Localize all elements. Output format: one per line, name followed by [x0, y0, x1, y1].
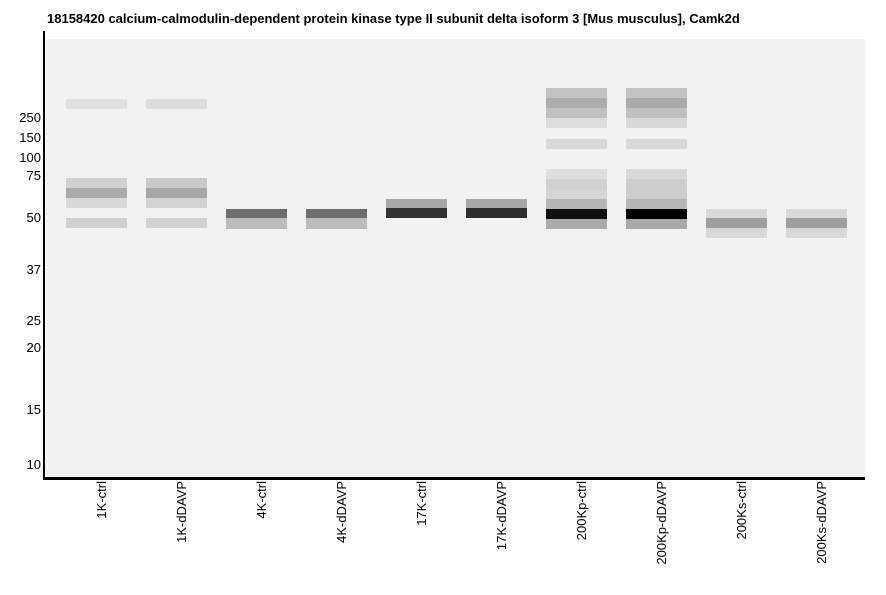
band	[546, 88, 607, 98]
band	[786, 228, 847, 238]
band	[66, 218, 127, 228]
band	[626, 169, 687, 179]
mw-label-25: 25	[26, 313, 41, 328]
lane-label-17K-ctrl: 17K-ctrl	[413, 481, 429, 526]
band	[66, 178, 127, 188]
lane-label-4K-ctrl: 4K-ctrl	[253, 481, 269, 519]
band	[626, 88, 687, 98]
band	[386, 199, 447, 208]
band	[706, 218, 767, 228]
band	[546, 219, 607, 229]
lane-label-17K-dDAVP: 17K-dDAVP	[493, 481, 509, 551]
lane-label-1K-dDAVP: 1K-dDAVP	[173, 481, 189, 543]
plot-area	[46, 39, 865, 477]
band	[226, 218, 287, 229]
band	[546, 98, 607, 108]
band	[546, 169, 607, 179]
band	[466, 199, 527, 208]
band	[546, 199, 607, 209]
lane-label-200Ks-ctrl: 200Ks-ctrl	[733, 481, 749, 540]
band	[66, 99, 127, 109]
band	[626, 199, 687, 209]
band	[546, 118, 607, 128]
band	[706, 228, 767, 238]
mw-label-10: 10	[26, 457, 41, 472]
band	[66, 198, 127, 208]
band	[626, 98, 687, 108]
mw-label-37: 37	[26, 262, 41, 277]
band	[626, 118, 687, 128]
band	[706, 209, 767, 218]
band	[626, 219, 687, 229]
x-axis-line	[43, 477, 865, 480]
lane-label-200Kp-dDAVP: 200Kp-dDAVP	[653, 481, 669, 565]
chart-title: 18158420 calcium-calmodulin-dependent pr…	[47, 11, 740, 26]
band	[306, 209, 367, 218]
band	[546, 139, 607, 149]
lane-label-4K-dDAVP: 4K-dDAVP	[333, 481, 349, 543]
band	[626, 179, 687, 189]
band	[546, 189, 607, 199]
band	[626, 209, 687, 219]
band	[306, 218, 367, 229]
mw-label-50: 50	[26, 210, 41, 225]
band	[146, 188, 207, 198]
band	[546, 209, 607, 219]
band	[146, 99, 207, 109]
band	[626, 108, 687, 118]
band	[66, 188, 127, 198]
mw-label-250: 250	[19, 110, 41, 125]
lane-label-1K-ctrl: 1K-ctrl	[93, 481, 109, 519]
lane-label-200Kp-ctrl: 200Kp-ctrl	[573, 481, 589, 541]
band	[226, 209, 287, 218]
mw-label-100: 100	[19, 150, 41, 165]
band	[786, 218, 847, 228]
lane-label-200Ks-dDAVP: 200Ks-dDAVP	[813, 481, 829, 564]
band	[626, 189, 687, 199]
band	[146, 198, 207, 208]
band	[626, 139, 687, 149]
band	[146, 178, 207, 188]
mw-label-15: 15	[26, 402, 41, 417]
band	[546, 179, 607, 189]
band	[546, 108, 607, 118]
band	[786, 209, 847, 218]
y-axis-line	[43, 31, 45, 480]
mw-label-20: 20	[26, 340, 41, 355]
band	[386, 208, 447, 218]
band	[466, 208, 527, 218]
mw-label-150: 150	[19, 130, 41, 145]
mw-label-75: 75	[26, 168, 41, 183]
band	[146, 218, 207, 228]
